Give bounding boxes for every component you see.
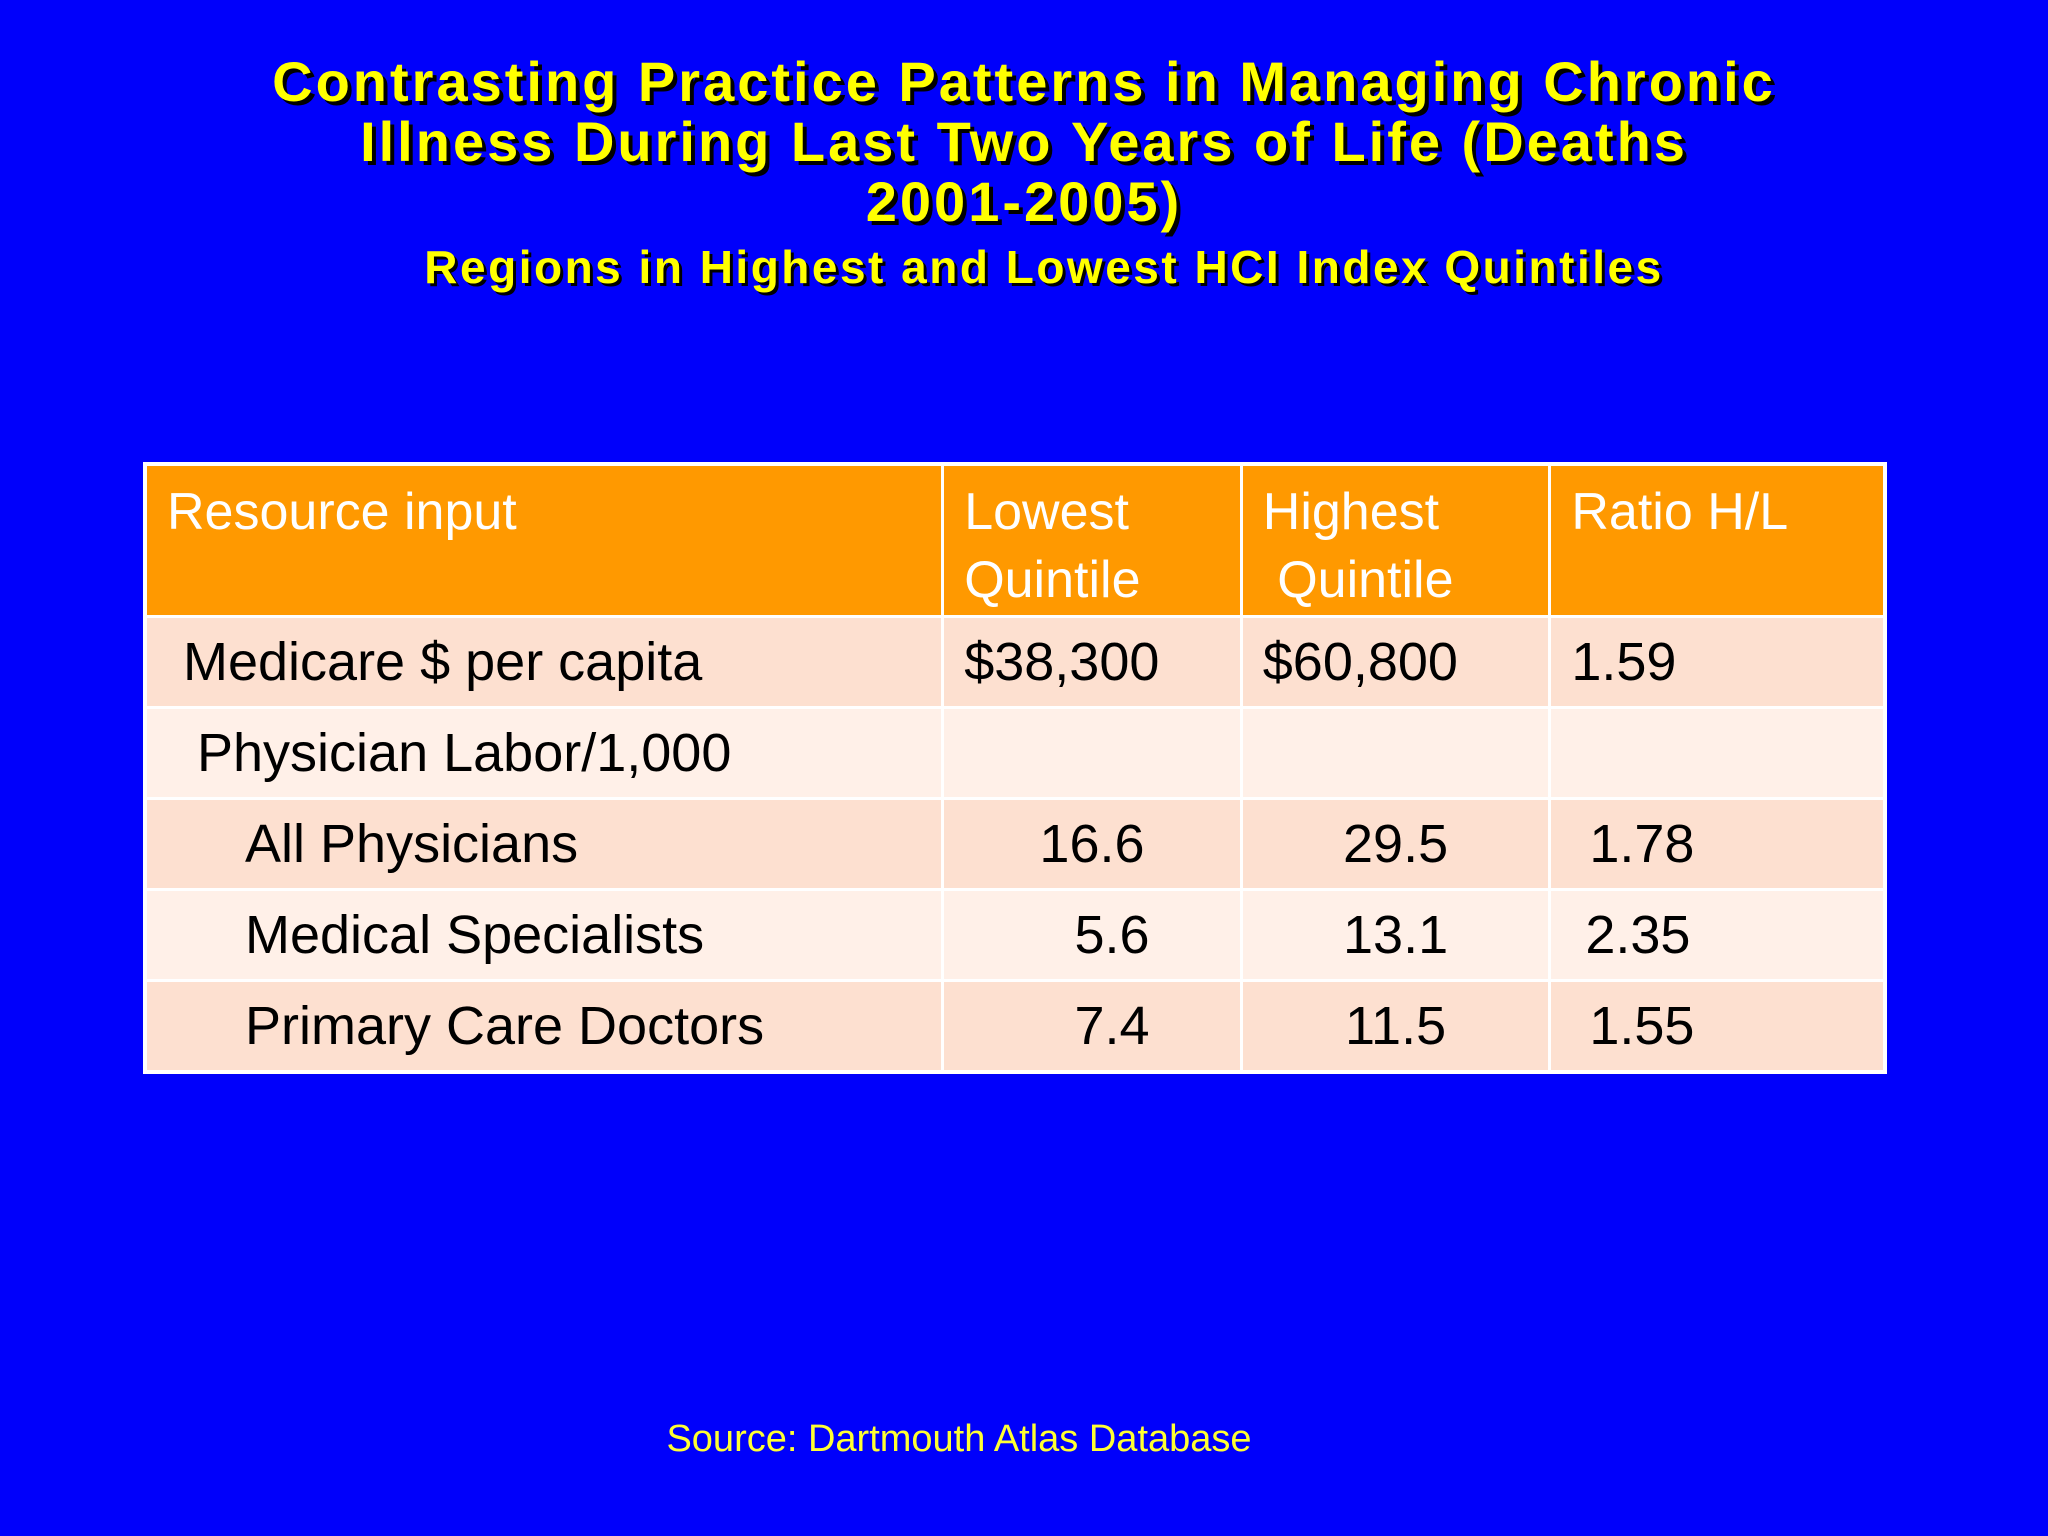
cell-highest: 29.5 <box>1239 796 1552 891</box>
header-text: Quintile <box>964 551 1141 609</box>
cell-highest: $60,800 <box>1239 614 1552 709</box>
table-row: Primary Care Doctors 7.4 11.5 1.55 <box>143 978 1887 1073</box>
slide-subtitle: Regions in Highest and Lowest HCI Index … <box>424 241 1664 293</box>
cell-highest: 13.1 <box>1239 887 1552 982</box>
cell-lowest: 5.6 <box>941 887 1243 982</box>
header-text: Resource input <box>167 483 517 541</box>
cell-lowest: $38,300 <box>941 614 1243 709</box>
header-text: Lowest <box>964 483 1129 541</box>
header-text: Ratio H/L <box>1571 483 1789 541</box>
cell-ratio: 1.59 <box>1548 614 1887 709</box>
table-row: All Physicians 16.6 29.5 1.78 <box>143 796 1887 891</box>
row-label: Physician Labor/1,000 <box>143 705 945 800</box>
cell-lowest: 7.4 <box>941 978 1243 1073</box>
cell-highest: 11.5 <box>1239 978 1552 1073</box>
cell-lowest: 16.6 <box>941 796 1243 891</box>
table-row: Medicare $ per capita $38,300 $60,800 1.… <box>143 614 1887 709</box>
row-label: Primary Care Doctors <box>143 978 945 1073</box>
title-line-1: Contrasting Practice Patterns in Managin… <box>272 50 1776 113</box>
header-highest-quintile: Highest Quintile <box>1239 462 1552 618</box>
header-resource-input: Resource input <box>143 462 945 618</box>
cell-ratio: 1.55 <box>1548 978 1887 1073</box>
cell-lowest <box>941 705 1243 800</box>
resource-table: Resource input Lowest Quintile Highest Qu… <box>143 462 1887 1074</box>
table-header-row: Resource input Lowest Quintile Highest Qu… <box>143 462 1887 618</box>
cell-ratio: 2.35 <box>1548 887 1887 982</box>
row-label: Medical Specialists <box>143 887 945 982</box>
row-label: All Physicians <box>143 796 945 891</box>
header-ratio: Ratio H/L <box>1548 462 1887 618</box>
cell-ratio <box>1548 705 1887 800</box>
title-line-3: 2001-2005) <box>865 170 1183 233</box>
header-text: Quintile <box>1262 551 1454 609</box>
row-label: Medicare $ per capita <box>143 614 945 709</box>
cell-highest <box>1239 705 1552 800</box>
header-lowest-quintile: Lowest Quintile <box>941 462 1243 618</box>
source-note: Source: Dartmouth Atlas Database <box>666 1418 1252 1460</box>
table-row: Physician Labor/1,000 <box>143 705 1887 800</box>
title-line-2: Illness During Last Two Years of Life (D… <box>360 110 1688 173</box>
table-row: Medical Specialists 5.6 13.1 2.35 <box>143 887 1887 982</box>
slide-title: Contrasting Practice Patterns in Managin… <box>0 52 2048 232</box>
cell-ratio: 1.78 <box>1548 796 1887 891</box>
header-text: Highest <box>1262 483 1440 541</box>
